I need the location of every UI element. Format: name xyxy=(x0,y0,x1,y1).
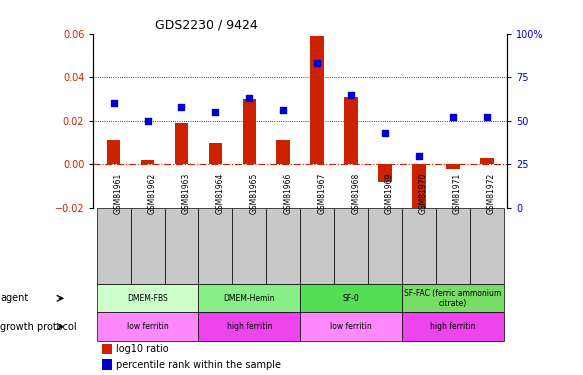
Text: SF-FAC (ferric ammonium
citrate): SF-FAC (ferric ammonium citrate) xyxy=(404,289,501,308)
Text: GSM81969: GSM81969 xyxy=(385,172,394,214)
Bar xyxy=(470,208,504,284)
Text: GSM81965: GSM81965 xyxy=(250,172,258,214)
Text: GSM81967: GSM81967 xyxy=(317,172,326,214)
Text: SF-0: SF-0 xyxy=(343,294,360,303)
Bar xyxy=(446,164,460,169)
Bar xyxy=(101,359,112,370)
Point xyxy=(279,107,288,113)
Text: growth protocol: growth protocol xyxy=(0,322,76,332)
Bar xyxy=(101,344,112,354)
Bar xyxy=(345,97,358,164)
Bar xyxy=(266,208,300,284)
Point xyxy=(415,153,424,159)
Point xyxy=(245,95,254,101)
Text: low ferritin: low ferritin xyxy=(330,322,372,331)
Text: log10 ratio: log10 ratio xyxy=(116,344,168,354)
Text: GSM81963: GSM81963 xyxy=(181,172,191,214)
Bar xyxy=(198,312,300,341)
Text: GSM81970: GSM81970 xyxy=(419,172,428,214)
Bar xyxy=(300,208,334,284)
Text: percentile rank within the sample: percentile rank within the sample xyxy=(116,360,281,369)
Text: GSM81968: GSM81968 xyxy=(351,173,360,214)
Point xyxy=(380,130,389,136)
Point xyxy=(346,92,356,98)
Text: low ferritin: low ferritin xyxy=(127,322,168,331)
Bar xyxy=(480,158,494,164)
Point xyxy=(448,114,458,120)
Bar xyxy=(198,284,300,312)
Bar xyxy=(436,208,470,284)
Text: GSM81962: GSM81962 xyxy=(147,173,157,214)
Text: GSM81964: GSM81964 xyxy=(216,172,224,214)
Text: GSM81972: GSM81972 xyxy=(487,173,496,214)
Bar xyxy=(131,208,164,284)
Point xyxy=(109,100,118,106)
Point xyxy=(482,114,491,120)
Point xyxy=(177,104,186,110)
Text: GDS2230 / 9424: GDS2230 / 9424 xyxy=(155,18,258,31)
Text: DMEM-FBS: DMEM-FBS xyxy=(127,294,168,303)
Bar xyxy=(198,208,233,284)
Bar xyxy=(164,208,198,284)
Bar xyxy=(209,142,222,164)
Bar xyxy=(175,123,188,164)
Bar xyxy=(276,141,290,164)
Text: high ferritin: high ferritin xyxy=(227,322,272,331)
Bar xyxy=(97,284,198,312)
Bar xyxy=(97,208,131,284)
Point xyxy=(312,60,322,66)
Text: high ferritin: high ferritin xyxy=(430,322,476,331)
Text: DMEM-Hemin: DMEM-Hemin xyxy=(224,294,275,303)
Bar xyxy=(141,160,154,164)
Bar xyxy=(368,208,402,284)
Bar xyxy=(334,208,368,284)
Bar xyxy=(402,312,504,341)
Bar xyxy=(107,141,121,164)
Bar xyxy=(97,312,198,341)
Bar xyxy=(310,36,324,164)
Bar xyxy=(300,312,402,341)
Bar xyxy=(300,284,402,312)
Bar xyxy=(243,99,256,164)
Bar xyxy=(402,284,504,312)
Point xyxy=(143,118,152,124)
Text: GSM81971: GSM81971 xyxy=(453,173,462,214)
Bar xyxy=(412,164,426,214)
Text: GSM81961: GSM81961 xyxy=(114,173,122,214)
Bar xyxy=(378,164,392,182)
Bar xyxy=(402,208,436,284)
Bar xyxy=(233,208,266,284)
Point xyxy=(211,109,220,115)
Text: agent: agent xyxy=(0,293,28,303)
Text: GSM81966: GSM81966 xyxy=(283,172,292,214)
